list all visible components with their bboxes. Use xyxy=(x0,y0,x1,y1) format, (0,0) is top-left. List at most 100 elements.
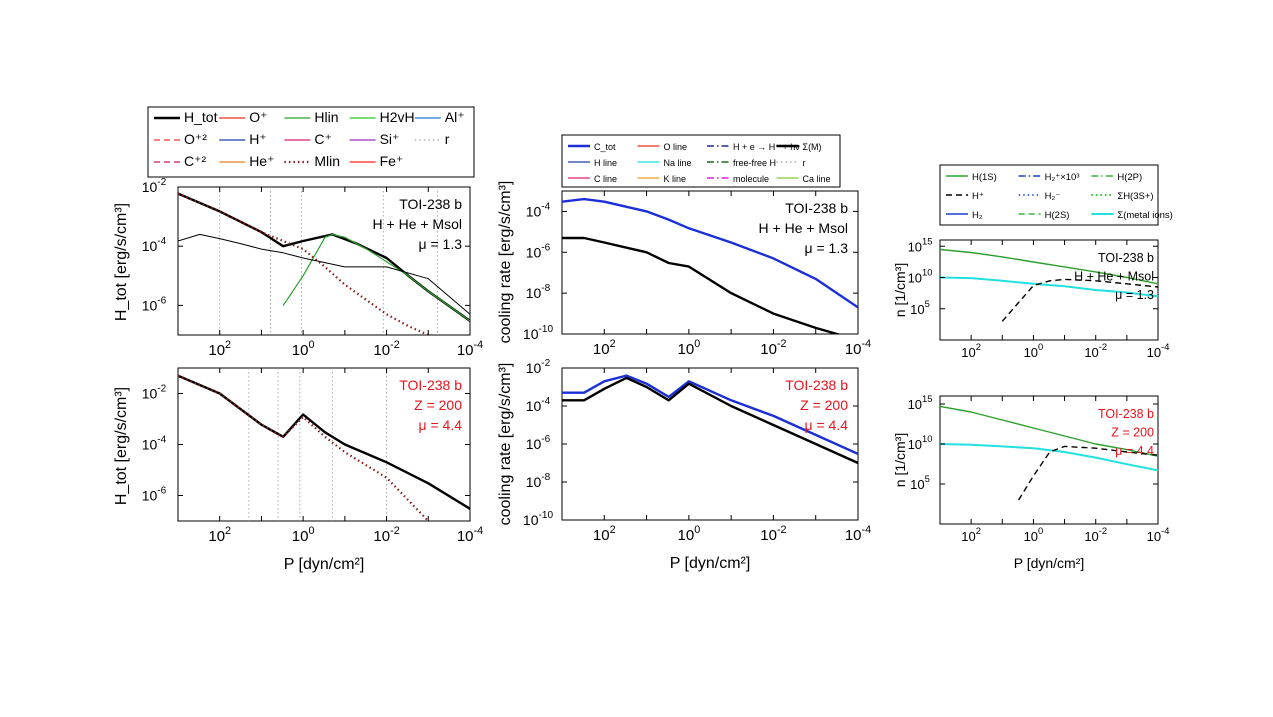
y-axis-label: n [1/cm³] xyxy=(892,433,908,487)
y-tick-label: 10-4 xyxy=(142,236,167,254)
right-legend-label: H(1S) xyxy=(972,172,997,183)
panel-title-line: TOI-238 b xyxy=(1098,251,1154,265)
right-panel-bottom: 102 100 10-2 10-4 105 1010 1015 TOI-238 b Z = 20… xyxy=(892,394,1169,571)
middle-legend-label: r xyxy=(803,158,806,168)
left-panel-bottom: 102 100 10-2 10-4 10-6 10-4 10-2 TOI-238 b Z = 2… xyxy=(113,367,483,573)
x-tick-label: 102 xyxy=(593,338,616,358)
y-tick-label: 10-10 xyxy=(523,510,554,528)
x-tick-label: 102 xyxy=(961,526,981,544)
right-legend-box xyxy=(939,164,1159,226)
x-tick-label: 10-2 xyxy=(373,339,399,359)
right-legend-label: H(2P) xyxy=(1117,172,1142,183)
panel-title-line: H + He + Msol xyxy=(759,220,848,236)
right-legend-label: H₂ xyxy=(972,210,983,221)
right-legend-label: ΣH(3S+) xyxy=(1117,191,1153,202)
plot-area xyxy=(939,395,1159,525)
middle-legend-label: Na line xyxy=(664,158,692,168)
y-tick-label: 1010 xyxy=(908,268,933,286)
y-tick-label: 1015 xyxy=(908,394,933,412)
left-legend-label: H2vH xyxy=(380,109,415,125)
right-legend-label: H(2S) xyxy=(1045,210,1070,221)
middle-legend-label: H + e → H⁻ + hν xyxy=(733,142,800,152)
left-legend-label: Fe⁺ xyxy=(380,153,404,169)
y-axis-label: H_tot [erg/s/cm³] xyxy=(113,387,130,505)
panel-title-line: μ = 4.4 xyxy=(805,417,849,433)
x-tick-label: 10-2 xyxy=(760,338,786,358)
panel-title-line: TOI-238 b xyxy=(399,196,462,212)
left-legend-box xyxy=(147,106,475,178)
left-legend-label: He⁺ xyxy=(249,153,274,169)
panel-title-line: TOI-238 b xyxy=(785,200,848,216)
y-axis-label: n [1/cm³] xyxy=(892,263,908,317)
series--m- xyxy=(562,236,842,334)
left-legend-label: O⁺ xyxy=(249,109,267,125)
left-legend-label: Si⁺ xyxy=(380,131,400,147)
y-tick-label: 1015 xyxy=(908,236,933,254)
x-tick-label: 100 xyxy=(1024,342,1044,360)
x-tick-label: 10-2 xyxy=(1084,342,1107,360)
y-axis-label: cooling rate [erg/s/cm³] xyxy=(497,363,514,526)
x-tick-label: 10-2 xyxy=(1084,526,1107,544)
panel-title-line: TOI-238 b xyxy=(785,377,848,393)
left-legend-label: Mlin xyxy=(314,153,340,169)
x-axis-label: P [dyn/cm²] xyxy=(670,555,751,572)
series--m- xyxy=(562,376,858,465)
x-tick-label: 10-4 xyxy=(457,525,483,545)
x-axis-label: P [dyn/cm²] xyxy=(1014,555,1085,571)
y-tick-label: 10-8 xyxy=(526,283,551,301)
y-tick-label: 1010 xyxy=(908,434,933,452)
y-tick-label: 10-6 xyxy=(142,486,167,504)
left-panel-top: 102 100 10-2 10-4 10-6 10-4 10-2 TOI-238 b H + H… xyxy=(113,177,483,359)
right-legend-label: H₂⁺×10³ xyxy=(1045,172,1080,183)
right-legend-label: H₂⁻ xyxy=(1045,191,1061,202)
y-tick-label: 10-2 xyxy=(526,358,551,376)
series-black-thin xyxy=(178,233,470,315)
middle-panel-bottom: 102 100 10-2 10-4 10-10 10-8 10-6 10-4 10-2 TOI-2… xyxy=(497,358,871,572)
x-tick-label: 10-4 xyxy=(845,338,871,358)
series-h- xyxy=(1018,445,1158,501)
middle-legend-label: C_tot xyxy=(594,142,616,152)
y-tick-label: 10-4 xyxy=(142,435,167,453)
panel-title-line: TOI-238 b xyxy=(1098,407,1154,421)
panel-title-line: μ = 1.3 xyxy=(805,240,849,256)
x-tick-label: 10-2 xyxy=(760,524,786,544)
y-tick-label: 10-4 xyxy=(526,201,551,219)
right-panel-top: 102 100 10-2 10-4 105 1010 1015 TOI-238 b H + He… xyxy=(892,236,1169,360)
x-tick-label: 100 xyxy=(292,525,315,545)
middle-legend-label: Σ(M) xyxy=(803,142,822,152)
panel-title-line: μ = 4.4 xyxy=(419,417,463,433)
y-tick-label: 10-8 xyxy=(526,472,551,490)
left-legend-label: Al⁺ xyxy=(445,109,465,125)
middle-panel-top: 102 100 10-2 10-4 10-10 10-8 10-6 10-4 TOI-238 b… xyxy=(497,181,871,358)
left-legend-label: r xyxy=(445,131,450,147)
y-tick-label: 10-6 xyxy=(142,295,167,313)
x-tick-label: 100 xyxy=(678,524,701,544)
x-tick-label: 10-2 xyxy=(373,525,399,545)
middle-legend-label: molecule xyxy=(733,174,769,184)
series--metal-ions- xyxy=(940,443,1158,472)
y-tick-label: 10-10 xyxy=(523,324,554,342)
y-tick-label: 10-2 xyxy=(142,177,167,195)
plot-area xyxy=(561,190,859,335)
x-tick-label: 100 xyxy=(678,338,701,358)
y-axis-label: H_tot [erg/s/cm³] xyxy=(113,203,130,321)
left-legend-label: C⁺ xyxy=(314,131,332,147)
panel-title-line: H + He + Msol xyxy=(1074,270,1154,284)
panel-title-line: Z = 200 xyxy=(800,397,848,413)
x-tick-label: 10-4 xyxy=(845,524,871,544)
series-h-1s- xyxy=(940,248,1158,285)
y-tick-label: 105 xyxy=(910,299,930,317)
x-tick-label: 102 xyxy=(208,339,231,359)
x-tick-label: 100 xyxy=(292,339,315,359)
left-legend-label: H_tot xyxy=(184,109,218,125)
panel-title-line: μ = 1.3 xyxy=(419,236,463,252)
series-c-tot xyxy=(562,374,858,455)
panel-title-line: TOI-238 b xyxy=(399,377,462,393)
y-axis-label: cooling rate [erg/s/cm³] xyxy=(497,181,514,344)
series-hlin xyxy=(282,233,470,322)
middle-legend-label: free-free H xyxy=(733,158,776,168)
y-tick-label: 10-2 xyxy=(142,384,167,402)
y-tick-label: 10-6 xyxy=(526,242,551,260)
y-tick-label: 105 xyxy=(910,474,930,492)
